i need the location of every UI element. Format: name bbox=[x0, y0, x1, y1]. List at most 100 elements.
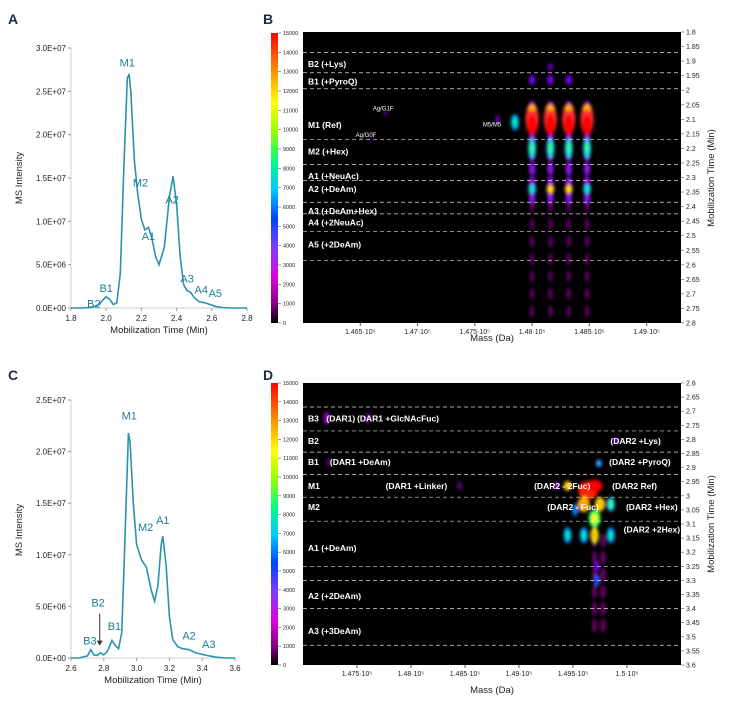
x-tick-label: 1.465·10⁵ bbox=[345, 329, 376, 336]
y-tick-label: 2.8 bbox=[686, 321, 696, 328]
colorbar-tick-label: 6000 bbox=[283, 550, 295, 556]
y-tick-label: 1.9 bbox=[686, 59, 696, 66]
colorbar-tick-label: 7000 bbox=[283, 531, 295, 537]
y-tick-label: 2.2 bbox=[686, 146, 696, 153]
y-tick-label: 2.6 bbox=[686, 381, 696, 388]
band-label: M2 bbox=[308, 502, 320, 512]
colorbar-tick-label: 15000 bbox=[283, 381, 298, 387]
colorbar-tick-label: 0 bbox=[283, 321, 286, 327]
heatmap-spot bbox=[582, 115, 593, 136]
heatmap-spot bbox=[548, 305, 553, 318]
heatmap-spot bbox=[548, 235, 553, 248]
colorbar-tick-label: 3000 bbox=[283, 607, 295, 613]
y-tick-label: 2.4 bbox=[686, 204, 696, 211]
heatmap-spot bbox=[528, 190, 536, 205]
heatmap-spot bbox=[365, 413, 371, 424]
band-label: A2 (+DeAm) bbox=[308, 184, 357, 194]
heatmap-spot bbox=[529, 218, 535, 231]
y-tick-label: 2.55 bbox=[686, 248, 700, 255]
heatmap-spot bbox=[595, 497, 605, 512]
x-tick-label: 2.0 bbox=[101, 314, 113, 323]
heatmap-spot bbox=[545, 104, 555, 111]
y-tick-label: 1.5E+07 bbox=[36, 499, 67, 508]
x-tick-label: 1.5·10⁵ bbox=[616, 671, 639, 678]
heatmap-spot bbox=[554, 481, 560, 490]
species-annotation: (DAR2 - Fuc) bbox=[547, 502, 599, 512]
y-tick-label: 3 bbox=[686, 493, 690, 500]
heatmap-spot bbox=[383, 111, 387, 116]
y-tick-label: 3.3 bbox=[686, 578, 696, 585]
heatmap-spot bbox=[564, 104, 574, 111]
heatmap-spot bbox=[547, 75, 554, 86]
series-line bbox=[71, 432, 235, 659]
species-annotation: (DAR2 +Lys) bbox=[610, 436, 661, 446]
peak-label: A2 bbox=[165, 195, 178, 207]
colorbar-tick-label: 15000 bbox=[283, 31, 298, 37]
colorbar-tick-label: 2000 bbox=[283, 282, 295, 288]
band-label: A3 (+3DeAm) bbox=[308, 626, 361, 636]
heatmap-spot bbox=[548, 287, 553, 300]
heatmap-spot bbox=[566, 142, 571, 155]
heatmap-spot bbox=[548, 270, 553, 283]
heatmap-spot bbox=[572, 503, 579, 516]
peak-label: B3 bbox=[83, 636, 96, 648]
heatmap-spot bbox=[593, 574, 600, 587]
colorbar-tick-label: 13000 bbox=[283, 70, 298, 76]
y-tick-label: 1.85 bbox=[686, 44, 700, 51]
heatmap-spot bbox=[584, 218, 590, 231]
panel-letter-c: C bbox=[8, 367, 18, 383]
y-tick-label: 5.0E+06 bbox=[36, 602, 67, 611]
heatmap-spot bbox=[597, 461, 601, 466]
heatmap-spot bbox=[566, 270, 571, 283]
colorbar-tick-label: 13000 bbox=[283, 419, 298, 425]
heatmap-spot bbox=[548, 252, 553, 265]
heatmap-spot bbox=[566, 287, 571, 300]
peak-label: M2 bbox=[133, 177, 148, 189]
heatmap-spot bbox=[583, 190, 591, 205]
y-tick-label: 2.3 bbox=[686, 175, 696, 182]
x-tick-label: 1.48·10⁵ bbox=[519, 329, 546, 336]
colorbar-tick-label: 8000 bbox=[283, 166, 295, 172]
species-annotation: (DAR1) bbox=[326, 413, 355, 423]
heatmap-spot bbox=[591, 513, 598, 524]
heatmap-spot bbox=[592, 550, 598, 565]
chart-b: 1500014000130001200011000100009000800070… bbox=[271, 30, 717, 344]
x-tick-label: 1.8 bbox=[65, 314, 77, 323]
y-tick-label: 2.45 bbox=[686, 219, 700, 226]
colorbar-tick-label: 6000 bbox=[283, 205, 295, 211]
peak-label: B2 bbox=[91, 597, 104, 609]
y-tick-label: 2.7 bbox=[686, 291, 696, 298]
peak-label: A2 bbox=[182, 631, 195, 643]
y-tick-label: 2.75 bbox=[686, 306, 700, 313]
heatmap-spot bbox=[547, 161, 554, 176]
heatmap-spot bbox=[577, 496, 590, 513]
heatmap-area bbox=[303, 32, 681, 323]
colorbar-tick-label: 10000 bbox=[283, 128, 298, 134]
peak-label: A3 bbox=[202, 639, 215, 651]
band-label: A1 (+NeuAc) bbox=[308, 171, 359, 181]
chart-a: 0.0E+00 5.0E+06 1.0E+07 1.5E+07 2.0E+07 2.5E+… bbox=[14, 44, 253, 336]
species-annotation: Ag/G0F bbox=[356, 133, 377, 139]
y-tick-label: 2.7 bbox=[686, 409, 696, 416]
y-tick-label: 2.9 bbox=[686, 465, 696, 472]
heatmap-spot bbox=[600, 601, 606, 616]
y-tick-label: 5.0E+06 bbox=[36, 261, 67, 270]
band-label: M2 (+Hex) bbox=[308, 146, 349, 156]
x-tick-label: 2.8 bbox=[98, 664, 110, 673]
peak-label: A4 bbox=[195, 285, 208, 297]
peak-label: A5 bbox=[209, 288, 222, 300]
y-tick-label: 2.65 bbox=[686, 277, 700, 284]
heatmap-spot bbox=[592, 618, 598, 633]
heatmap-spot bbox=[584, 252, 590, 265]
heatmap-spot bbox=[566, 305, 571, 318]
species-annotation: (DAR2 +Hex) bbox=[626, 502, 678, 512]
x-tick-label: 3.6 bbox=[229, 664, 241, 673]
x-tick-label: 1.485·10⁵ bbox=[450, 671, 481, 678]
heatmap-spot bbox=[495, 115, 500, 124]
chart-d: 1500014000130001200011000100009000800070… bbox=[271, 381, 717, 696]
y-tick-label: 3.4 bbox=[686, 606, 696, 613]
heatmap-spot bbox=[600, 618, 606, 633]
y-tick-label: 3.25 bbox=[686, 564, 700, 571]
x-axis-title: Mobilization Time (Min) bbox=[104, 675, 202, 686]
y-axis-title: MS Intensity bbox=[14, 504, 25, 557]
